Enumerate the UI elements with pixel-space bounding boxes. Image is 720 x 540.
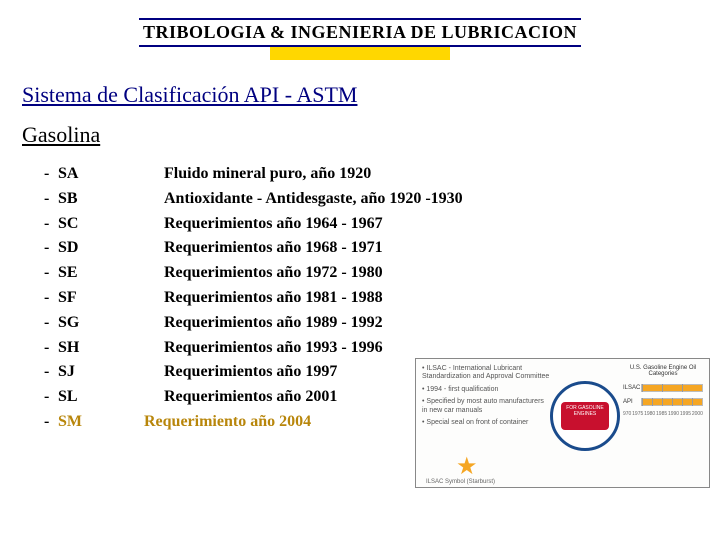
item-desc: Requerimientos año 2001 bbox=[96, 385, 337, 410]
list-dash: - bbox=[44, 336, 58, 361]
timeline-year: 970 bbox=[623, 411, 631, 417]
figure-timeline: U.S. Gasoline Engine Oil Categories ILSA… bbox=[623, 365, 703, 417]
header: TRIBOLOGIA & INGENIERIA DE LUBRICACION bbox=[0, 0, 720, 60]
timeline-row-label: API bbox=[623, 399, 641, 405]
list-item: -SCRequerimientos año 1964 - 1967 bbox=[44, 212, 720, 237]
item-code: SF bbox=[58, 286, 96, 311]
timeline-year: 1995 bbox=[680, 411, 691, 417]
list-item: -SDRequerimientos año 1968 - 1971 bbox=[44, 236, 720, 261]
header-title: TRIBOLOGIA & INGENIERIA DE LUBRICACION bbox=[139, 18, 581, 47]
list-dash: - bbox=[44, 261, 58, 286]
timeline-bar bbox=[641, 398, 703, 406]
list-dash: - bbox=[44, 360, 58, 385]
api-logo-text: FOR GASOLINE ENGINES bbox=[561, 402, 609, 430]
item-code: SM bbox=[58, 410, 96, 435]
list-dash: - bbox=[44, 187, 58, 212]
figure-bullets: • ILSAC - International Lubricant Standa… bbox=[422, 365, 550, 431]
item-desc: Requerimientos año 1989 - 1992 bbox=[96, 311, 383, 336]
side-figure: • ILSAC - International Lubricant Standa… bbox=[415, 358, 710, 488]
timeline-year: 1990 bbox=[668, 411, 679, 417]
timeline-year: 1985 bbox=[656, 411, 667, 417]
item-code: SA bbox=[58, 162, 96, 187]
figure-bullet: • ILSAC - International Lubricant Standa… bbox=[422, 365, 550, 382]
item-desc: Requerimientos año 1997 bbox=[96, 360, 337, 385]
timeline-year: 1980 bbox=[644, 411, 655, 417]
timeline-row: API bbox=[623, 397, 703, 407]
item-desc: Antioxidante - Antidesgaste, año 1920 -1… bbox=[96, 187, 463, 212]
item-desc: Requerimientos año 1972 - 1980 bbox=[96, 261, 383, 286]
item-code: SC bbox=[58, 212, 96, 237]
list-dash: - bbox=[44, 212, 58, 237]
item-code: SH bbox=[58, 336, 96, 361]
item-code: SG bbox=[58, 311, 96, 336]
figure-bullet: • Special seal on front of container bbox=[422, 419, 550, 427]
item-code: SJ bbox=[58, 360, 96, 385]
item-desc: Requerimientos año 1964 - 1967 bbox=[96, 212, 383, 237]
timeline-row: ILSAC bbox=[623, 383, 703, 393]
item-code: SL bbox=[58, 385, 96, 410]
list-dash: - bbox=[44, 410, 58, 435]
section-title: Sistema de Clasificación API - ASTM bbox=[22, 82, 720, 108]
item-code: SE bbox=[58, 261, 96, 286]
figure-bullet: • Specified by most auto manufacturers i… bbox=[422, 398, 550, 415]
item-desc: Requerimientos año 1981 - 1988 bbox=[96, 286, 383, 311]
item-desc: Requerimientos año 1968 - 1971 bbox=[96, 236, 383, 261]
item-desc: Fluido mineral puro, año 1920 bbox=[96, 162, 371, 187]
list-item: -SGRequerimientos año 1989 - 1992 bbox=[44, 311, 720, 336]
starburst-caption: ILSAC Symbol (Starburst) bbox=[426, 479, 495, 485]
timeline-title: U.S. Gasoline Engine Oil Categories bbox=[623, 365, 703, 377]
list-dash: - bbox=[44, 286, 58, 311]
list-dash: - bbox=[44, 162, 58, 187]
list-dash: - bbox=[44, 236, 58, 261]
section-subtitle: Gasolina bbox=[22, 122, 720, 148]
api-donut-logo: FOR GASOLINE ENGINES bbox=[550, 381, 620, 451]
item-code: SB bbox=[58, 187, 96, 212]
item-desc: Requerimiento año 2004 bbox=[96, 410, 311, 435]
timeline-years: 970197519801985199019952000 bbox=[623, 411, 703, 417]
item-code: SD bbox=[58, 236, 96, 261]
list-item: -SAFluido mineral puro, año 1920 bbox=[44, 162, 720, 187]
figure-bullet: • 1994 - first qualification bbox=[422, 386, 550, 394]
starburst-icon: ★ bbox=[456, 455, 480, 479]
header-accent-bar bbox=[270, 46, 450, 60]
list-item: -SHRequerimientos año 1993 - 1996 bbox=[44, 336, 720, 361]
list-dash: - bbox=[44, 385, 58, 410]
timeline-year: 2000 bbox=[692, 411, 703, 417]
timeline-year: 1975 bbox=[632, 411, 643, 417]
timeline-row-label: ILSAC bbox=[623, 385, 641, 391]
list-item: -SBAntioxidante - Antidesgaste, año 1920… bbox=[44, 187, 720, 212]
item-desc: Requerimientos año 1993 - 1996 bbox=[96, 336, 383, 361]
list-item: -SERequerimientos año 1972 - 1980 bbox=[44, 261, 720, 286]
list-dash: - bbox=[44, 311, 58, 336]
timeline-bar bbox=[641, 384, 703, 392]
list-item: -SFRequerimientos año 1981 - 1988 bbox=[44, 286, 720, 311]
